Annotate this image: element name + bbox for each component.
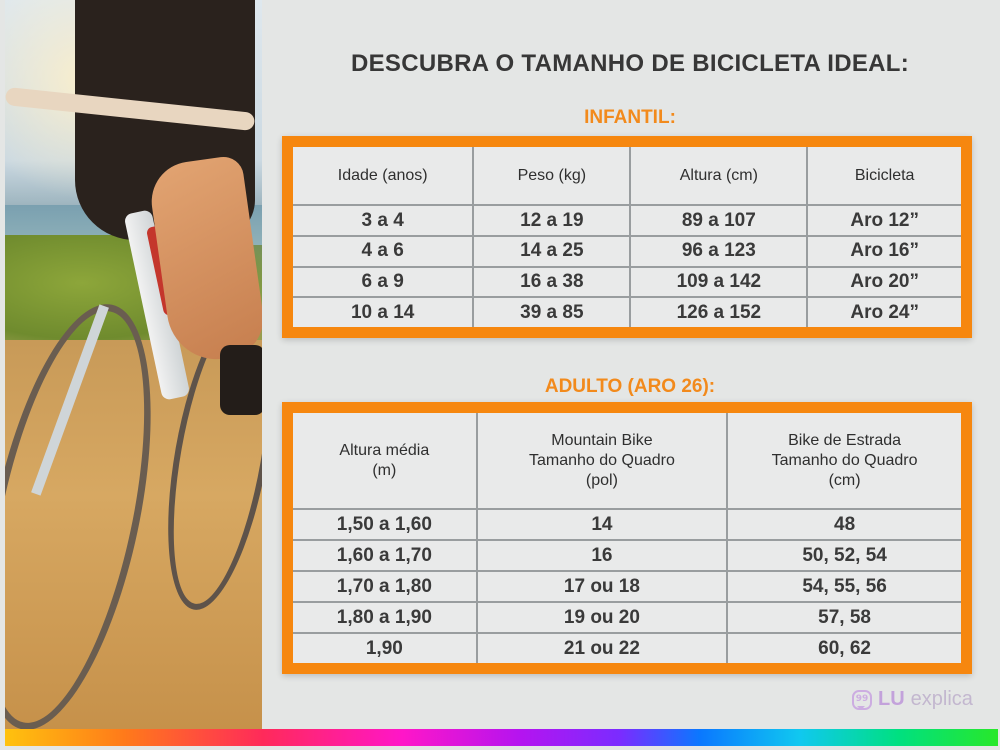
table-cell: 16 a 38 (472, 265, 632, 299)
column-header: Bike de Estrada Tamanho do Quadro (cm) (726, 413, 961, 511)
logo-text-light: explica (910, 688, 973, 710)
table-cell: Aro 24” (806, 296, 961, 327)
table-cell: 1,90 (293, 632, 478, 663)
header-line: (m) (372, 461, 397, 479)
header-line: Bike de Estrada (788, 431, 902, 449)
column-header: Altura média (m) (293, 413, 478, 511)
table-cell: 60, 62 (726, 632, 961, 663)
adulto-table-frame: Altura média (m) Mountain Bike Tamanho d… (282, 402, 972, 674)
lu-explica-logo: 99 LU explica (852, 688, 973, 711)
adulto-table: Altura média (m) Mountain Bike Tamanho d… (293, 413, 961, 663)
table-cell: Aro 20” (806, 265, 961, 299)
table-row: 1,50 a 1,60 14 48 (293, 508, 961, 542)
header-line: (cm) (828, 471, 861, 489)
table-cell: Aro 16” (806, 234, 961, 268)
table-cell: 89 a 107 (629, 204, 809, 237)
table-cell: 1,80 a 1,90 (293, 601, 478, 634)
column-header: Altura (cm) (629, 147, 809, 207)
column-header: Idade (anos) (293, 147, 475, 207)
table-row: 1,70 a 1,80 17 ou 18 54, 55, 56 (293, 570, 961, 604)
header-line: Altura média (339, 441, 430, 459)
table-cell: 126 a 152 (629, 296, 809, 327)
table-header-row: Idade (anos) Peso (kg) Altura (cm) Bicic… (293, 147, 961, 207)
table-cell: 14 (475, 508, 729, 542)
section-heading-infantil: INFANTIL: (584, 107, 676, 128)
table-cell: 16 (475, 539, 729, 573)
table-header-row: Altura média (m) Mountain Bike Tamanho d… (293, 413, 961, 511)
table-row: 1,90 21 ou 22 60, 62 (293, 632, 961, 663)
page-title: DESCUBRA O TAMANHO DE BICICLETA IDEAL: (350, 50, 910, 77)
column-header: Peso (kg) (472, 147, 632, 207)
table-row: 1,80 a 1,90 19 ou 20 57, 58 (293, 601, 961, 634)
table-cell: 6 a 9 (293, 265, 475, 299)
infantil-table: Idade (anos) Peso (kg) Altura (cm) Bicic… (293, 147, 961, 327)
column-header: Mountain Bike Tamanho do Quadro (pol) (475, 413, 729, 511)
table-cell: 4 a 6 (293, 234, 475, 268)
cyclist-photo (5, 0, 262, 729)
header-line: Tamanho do Quadro (771, 451, 918, 469)
rainbow-bar (5, 729, 998, 746)
table-cell: 14 a 25 (472, 234, 632, 268)
table-cell: 12 a 19 (472, 204, 632, 237)
table-cell: 10 a 14 (293, 296, 475, 327)
table-cell: 39 a 85 (472, 296, 632, 327)
table-cell: 1,60 a 1,70 (293, 539, 478, 573)
table-cell: 17 ou 18 (475, 570, 729, 604)
logo-text-bold: LU (878, 688, 905, 710)
table-cell: 54, 55, 56 (726, 570, 961, 604)
header-line: (pol) (585, 471, 618, 489)
table-row: 4 a 6 14 a 25 96 a 123 Aro 16” (293, 234, 961, 268)
column-header: Bicicleta (806, 147, 961, 207)
table-cell: Aro 12” (806, 204, 961, 237)
table-row: 6 a 9 16 a 38 109 a 142 Aro 20” (293, 265, 961, 299)
speech-bubble-icon: 99 (852, 689, 872, 710)
table-cell: 96 a 123 (629, 234, 809, 268)
bubble-text: 99 (855, 693, 869, 704)
table-cell: 1,50 a 1,60 (293, 508, 478, 542)
table-cell: 1,70 a 1,80 (293, 570, 478, 604)
table-cell: 19 ou 20 (475, 601, 729, 634)
road (5, 340, 262, 729)
infantil-table-frame: Idade (anos) Peso (kg) Altura (cm) Bicic… (282, 136, 972, 338)
header-line: Tamanho do Quadro (529, 451, 675, 469)
section-heading-adulto: ADULTO (ARO 26): (544, 376, 716, 397)
table-cell: 50, 52, 54 (726, 539, 961, 573)
table-cell: 21 ou 22 (475, 632, 729, 663)
table-row: 10 a 14 39 a 85 126 a 152 Aro 24” (293, 296, 961, 327)
table-row: 1,60 a 1,70 16 50, 52, 54 (293, 539, 961, 573)
cyclist-shoe (220, 345, 262, 415)
table-cell: 48 (726, 508, 961, 542)
table-cell: 109 a 142 (629, 265, 809, 299)
table-row: 3 a 4 12 a 19 89 a 107 Aro 12” (293, 204, 961, 237)
table-cell: 3 a 4 (293, 204, 475, 237)
table-cell: 57, 58 (726, 601, 961, 634)
header-line: Mountain Bike (551, 431, 653, 449)
